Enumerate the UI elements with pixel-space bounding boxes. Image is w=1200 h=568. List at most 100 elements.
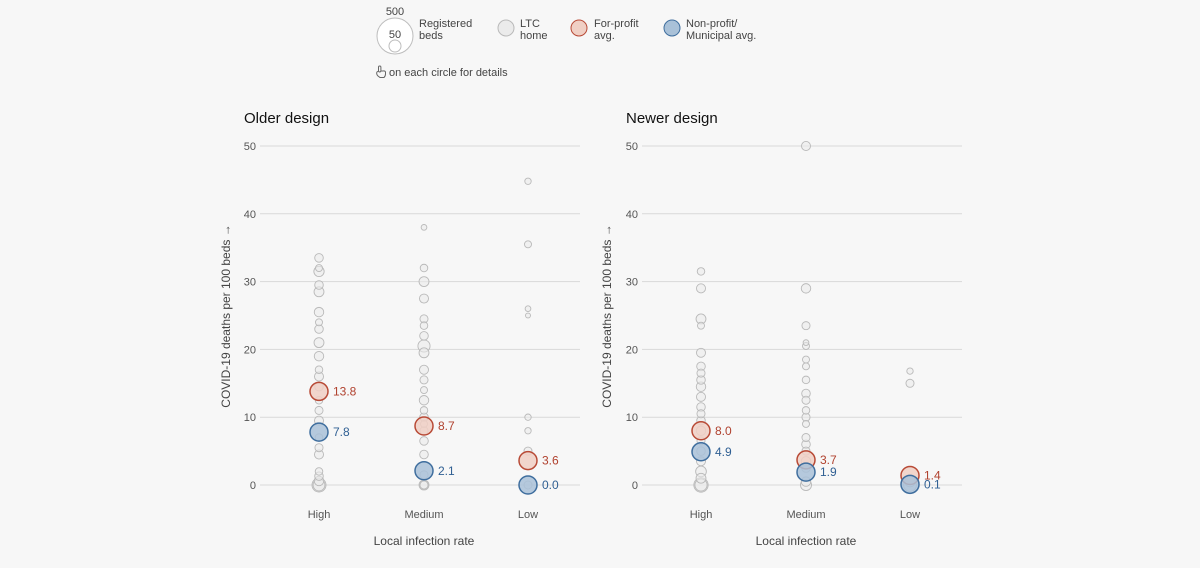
nonprofit-avg-point (309, 422, 329, 442)
ltc-home-point (419, 314, 429, 324)
ltc-home-point (695, 465, 707, 478)
size-legend-small-value: 50 (389, 29, 401, 41)
ltc-home-point (311, 477, 327, 493)
ltc-home-point (802, 339, 810, 346)
x-tick-label: Medium (786, 509, 825, 521)
ltc-home-point (524, 413, 532, 421)
ltc-home-point (313, 286, 325, 298)
y-tick-label: 50 (244, 141, 256, 153)
nonprofit-avg-point (518, 475, 538, 495)
ltc-home-point (524, 427, 532, 435)
ltc-home-point (696, 409, 706, 419)
ltc-home-point (420, 420, 428, 428)
ltc-home-point (696, 267, 706, 276)
ltc-home-point (417, 339, 431, 353)
y-axis-title: COVID-19 deaths per 100 beds → (600, 224, 614, 407)
ltc-home-point (800, 479, 812, 491)
ltc-home-point (524, 305, 532, 313)
y-tick-label: 50 (626, 141, 638, 153)
ltc-home-point (904, 476, 916, 488)
ltc-home-point (696, 415, 706, 426)
ltc-home-point (802, 355, 810, 364)
x-tick-label: High (690, 509, 713, 521)
forprofit-avg-label: 1.4 (924, 469, 941, 483)
ltc-home-point (314, 324, 324, 334)
ltc-legend-label-line1: LTC (520, 18, 540, 30)
ltc-home-point (419, 321, 429, 330)
size-legend-large-circle (376, 17, 414, 55)
y-tick-label: 20 (626, 344, 638, 356)
y-tick-label: 0 (632, 480, 638, 492)
ltc-home-point (801, 439, 811, 450)
ltc-home-point (525, 312, 531, 319)
ltc-home-point (419, 263, 429, 273)
ltc-home-point (801, 463, 811, 473)
ltc-home-point (419, 406, 429, 415)
ltc-home-point (419, 375, 429, 385)
ltc-home-point (314, 280, 324, 290)
ltc-home-point (418, 479, 430, 491)
ltc-home-point (801, 375, 811, 385)
forprofit-avg-point (900, 465, 920, 486)
ltc-home-point (314, 365, 324, 374)
forprofit-avg-point (691, 421, 711, 441)
ltc-home-point (419, 480, 429, 490)
ltc-home-point (697, 321, 705, 330)
x-tick-label: Low (518, 509, 538, 521)
ltc-home-point (314, 433, 324, 442)
ltc-home-point (801, 141, 811, 151)
ltc-home-point (523, 480, 533, 490)
x-axis-title: Local infection rate (374, 534, 475, 548)
nonprofit-avg-label: 0.0 (542, 478, 559, 492)
nonprofit-legend-swatch (663, 19, 681, 37)
ltc-home-point (694, 478, 708, 492)
forprofit-avg-point (309, 381, 329, 402)
ltc-home-point (313, 265, 325, 278)
nonprofit-avg-label: 1.9 (820, 465, 837, 479)
y-tick-label: 30 (626, 277, 638, 289)
y-tick-label: 10 (244, 412, 256, 424)
panel-title: Newer design (626, 110, 718, 127)
ltc-home-point (801, 412, 811, 422)
ltc-home-point (696, 375, 706, 385)
ltc-home-point (314, 381, 324, 392)
ltc-legend-label-line2: home (520, 30, 548, 42)
ltc-home-point (314, 396, 324, 405)
ltc-home-point (696, 456, 706, 467)
ltc-home-point (419, 412, 429, 422)
ltc-home-point (419, 293, 429, 304)
ltc-home-point (801, 388, 811, 399)
ltc-home-point (314, 415, 324, 426)
ltc-home-point (693, 477, 709, 493)
ltc-home-point (696, 446, 706, 456)
forprofit-avg-label: 8.7 (438, 419, 455, 433)
x-axis-title: Local infection rate (756, 534, 857, 548)
nonprofit-avg-point (414, 461, 434, 481)
size-legend-label-line1: Registered (419, 18, 472, 30)
nonprofit-avg-label: 4.9 (715, 445, 732, 459)
forprofit-avg-label: 8.0 (715, 424, 732, 438)
nonprofit-legend-label-line2: Municipal avg. (686, 30, 756, 42)
ltc-home-point (696, 361, 706, 372)
ltc-home-point (419, 449, 429, 460)
ltc-home-point (418, 347, 430, 359)
ltc-home-legend-swatch (497, 19, 515, 37)
ltc-home-point (524, 177, 532, 185)
ltc-home-point (314, 371, 324, 382)
forprofit-legend-swatch (570, 19, 588, 37)
ltc-home-point (420, 386, 428, 395)
forprofit-avg-point (796, 450, 816, 470)
ltc-home-point (419, 470, 429, 480)
ltc-home-point (313, 337, 325, 349)
ltc-home-point (524, 240, 532, 249)
nonprofit-avg-point (900, 474, 920, 495)
ltc-home-point (696, 436, 706, 446)
ltc-home-point (313, 350, 325, 362)
ltc-home-point (905, 378, 915, 388)
nonprofit-avg-label: 2.1 (438, 464, 455, 478)
x-tick-label: Low (900, 509, 920, 521)
nonprofit-legend-label-line1: Non-profit/ (686, 18, 738, 30)
ltc-home-point (801, 395, 811, 405)
size-legend-large-value: 500 (386, 6, 404, 18)
